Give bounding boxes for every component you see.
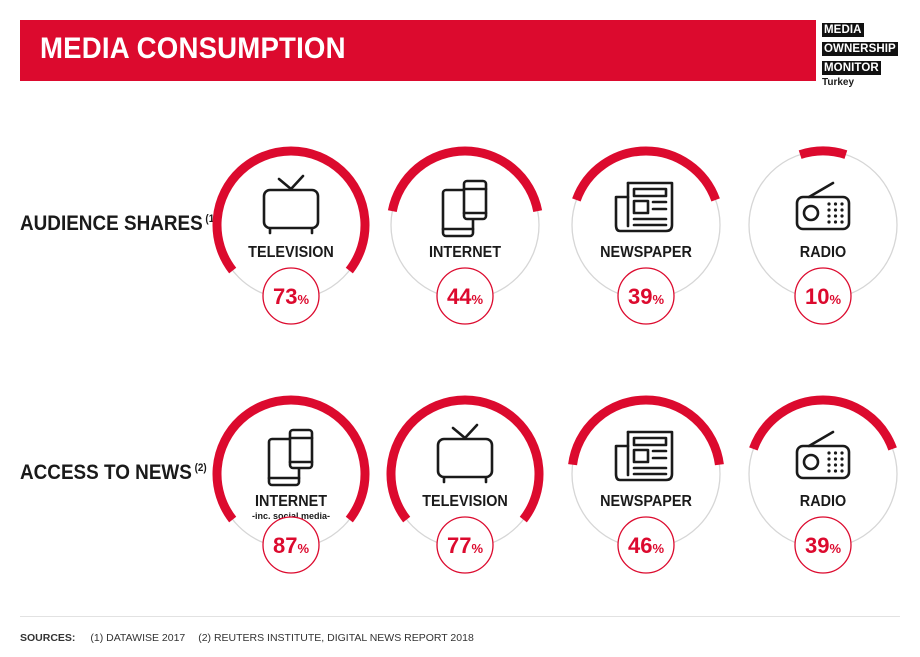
gauge-value-arc [568,395,724,466]
gauge-sublabel: -inc. social media- [252,511,330,521]
gauge-value-arc [212,146,370,274]
tv-icon [262,174,320,235]
newspaper-icon [614,181,674,233]
value-label: 39% [805,533,841,558]
gauge-1-0: INTERNET-inc. social media- 87% [212,395,370,574]
sources-line: SOURCES: (1) DATAWISE 2017 (2) REUTERS I… [20,632,484,644]
gauge-value-arc [798,146,848,159]
gauge-label: NEWSPAPER [600,492,692,510]
gauge-1-1: TELEVISION 77% [386,395,544,574]
gauge-label: INTERNET [255,492,328,510]
value-badge [436,267,494,325]
value-badge [794,267,852,325]
newspaper-icon [614,430,674,482]
logo-country: Turkey [822,77,855,88]
value-label: 46% [628,533,664,558]
gauge-0-0: TELEVISION 73% [212,146,370,325]
source-2: (2) REUTERS INSTITUTE, DIGITAL NEWS REPO… [198,632,474,644]
value-label: 39% [628,284,664,309]
devices-icon [267,428,314,487]
gauge-0-2: NEWSPAPER 39% [571,146,721,325]
source-1: (1) DATAWISE 2017 [90,632,186,644]
row-label-access-to-news: ACCESS TO NEWS (2) [20,461,207,485]
value-badge [262,516,320,574]
logo-line-2: OWNERSHIP [822,42,898,56]
radio-icon [795,181,851,231]
gauge-value-arc [387,146,543,212]
row-label-access-to-news-text: ACCESS TO NEWS [20,461,192,484]
value-badge [436,516,494,574]
gauge-label: TELEVISION [248,243,334,261]
gauge-0-3: RADIO 10% [748,146,898,325]
value-badge [617,267,675,325]
gauge-1-2: NEWSPAPER 46% [568,395,724,574]
value-label: 44% [447,284,483,309]
row-footnote-2: (2) [194,462,207,474]
value-label: 10% [805,284,841,309]
tv-icon [436,423,494,484]
value-label: 73% [273,284,309,309]
gauge-value-arc [386,395,544,523]
value-label: 77% [447,533,483,558]
logo-line-1: MEDIA [822,23,864,37]
radio-icon [795,430,851,480]
gauge-label: NEWSPAPER [600,243,692,261]
divider [20,616,900,617]
gauge-1-3: RADIO 39% [748,395,898,574]
gauge-label: RADIO [800,492,847,510]
gauge-label: RADIO [800,243,847,261]
media-ownership-monitor-logo: MEDIA OWNERSHIP MONITOR Turkey [822,20,902,88]
value-badge [262,267,320,325]
devices-icon [441,179,488,238]
gauge-value-arc [749,395,897,451]
gauge-label: TELEVISION [422,492,508,510]
value-badge [617,516,675,574]
value-badge [794,516,852,574]
logo-line-3: MONITOR [822,61,881,75]
value-label: 87% [273,533,309,558]
gauge-0-1: INTERNET 44% [387,146,543,325]
sources-label: SOURCES: [20,632,76,644]
gauge-label: INTERNET [429,243,502,261]
page-title: MEDIA CONSUMPTION [40,32,346,65]
gauge-value-arc [212,395,370,523]
title-banner: MEDIA CONSUMPTION [20,20,816,81]
row-label-audience-shares-text: AUDIENCE SHARES [20,212,203,235]
gauge-value-arc [572,146,720,202]
